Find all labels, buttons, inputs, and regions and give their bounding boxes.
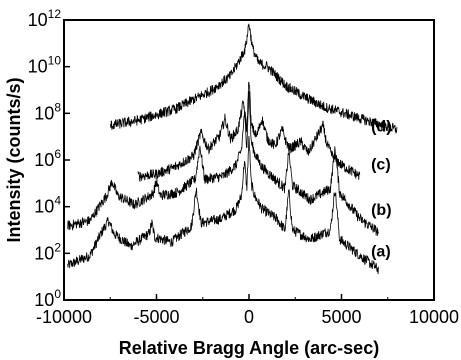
series-line-d [109, 23, 398, 134]
x-tick-label: 0 [244, 307, 254, 327]
x-tick-label: 5000 [321, 307, 361, 327]
series-line-c [137, 81, 361, 182]
y-axis-label: Intensity (counts/s) [4, 77, 24, 242]
series-label-d: (d) [371, 119, 391, 136]
y-tick-label: 102 [34, 240, 61, 263]
series-label-a: (a) [371, 244, 391, 261]
x-tick-label: 10000 [409, 307, 459, 327]
ticks-layer: -10000 -5000 0 5000 10000 100 102 104 106 108 1010… [28, 7, 459, 327]
series-label-c: (c) [371, 157, 391, 174]
y-tick-label: 100 [34, 287, 61, 310]
series-label-b: (b) [371, 202, 391, 219]
y-tick-label: 1010 [28, 54, 62, 77]
y-tick-label: 104 [34, 194, 61, 217]
series-line-a [67, 135, 379, 275]
series-labels: (a) (b) (c) (d) [371, 119, 391, 261]
x-tick-label: -10000 [36, 307, 92, 327]
y-tick-label: 106 [34, 147, 61, 170]
x-tick-label: -5000 [133, 307, 179, 327]
series-layer [67, 23, 398, 275]
x-axis-label: Relative Bragg Angle (arc-sec) [119, 338, 379, 358]
series-line-b [67, 91, 379, 236]
y-tick-label: 1012 [28, 7, 62, 30]
y-tick-label: 108 [34, 100, 61, 123]
